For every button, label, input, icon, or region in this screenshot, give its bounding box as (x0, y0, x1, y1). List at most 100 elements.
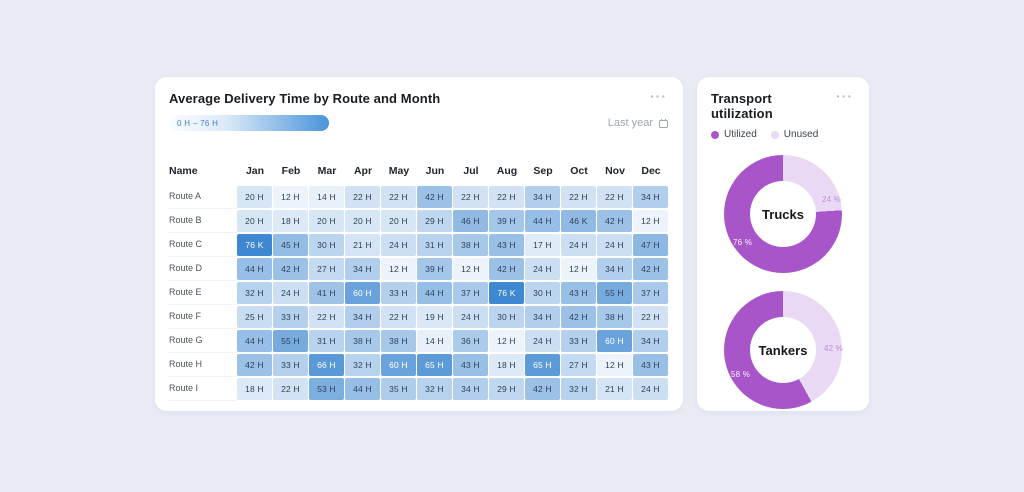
row-label: Route B (169, 209, 237, 233)
heatmap-cell: 12 H (273, 186, 308, 208)
donut-center-label: Tankers (758, 342, 808, 358)
heatmap-cell: 24 H (273, 282, 308, 304)
row-label: Route E (169, 281, 237, 305)
heatmap-cell: 47 H (633, 234, 668, 256)
heatmap-cell: 42 H (237, 354, 272, 376)
heatmap-cell: 76 K (237, 234, 272, 256)
heatmap-cell: 24 H (453, 306, 488, 328)
heatmap-cell: 21 H (345, 234, 380, 256)
donut-chart-tankers: Tankers 42 % 58 % (724, 291, 843, 409)
heatmap-cell: 32 H (345, 354, 380, 376)
heatmap-cell: 41 H (309, 282, 344, 304)
legend-item-unused[interactable]: Unused (770, 129, 819, 140)
transport-legend: Utilized Unused (711, 129, 855, 140)
column-header-month: Mar (317, 165, 337, 177)
heatmap-cell: 22 H (381, 186, 416, 208)
heatmap-cell: 42 H (525, 378, 560, 400)
heatmap-cell: 18 H (489, 354, 524, 376)
heatmap-cell: 44 H (237, 330, 272, 352)
heatmap-cell: 34 H (345, 306, 380, 328)
heatmap-cell: 46 K (561, 210, 596, 232)
ellipsis-menu-icon[interactable]: ··· (836, 88, 853, 104)
heatmap-cell: 12 H (597, 354, 632, 376)
heatmap-cell: 38 H (453, 234, 488, 256)
heatmap-cell: 44 H (345, 378, 380, 400)
utilized-dot-icon (711, 130, 719, 139)
donut-hole (750, 181, 816, 247)
column-header-month: Jul (463, 165, 479, 177)
heatmap-cell: 65 H (525, 354, 560, 376)
heatmap-cell: 42 H (597, 210, 632, 232)
legend-item-utilized[interactable]: Utilized (711, 129, 757, 140)
heatmap-cell: 22 H (453, 186, 488, 208)
heatmap-cell: 18 H (273, 210, 308, 232)
heatmap-cell: 36 H (453, 330, 488, 352)
heatmap-cell: 24 H (633, 378, 668, 400)
heatmap-cell: 42 H (417, 186, 452, 208)
heatmap-cell: 17 H (525, 234, 560, 256)
heatmap-cell: 32 H (561, 378, 596, 400)
heatmap-cell: 34 H (525, 186, 560, 208)
heatmap-cell: 35 H (381, 378, 416, 400)
heatmap-card: Average Delivery Time by Route and Month… (155, 77, 683, 411)
column-header-month: Jan (245, 165, 265, 177)
transport-title-row: Transport utilization ··· (711, 88, 855, 121)
column-header-month: Dec (641, 165, 661, 177)
heatmap-cell: 32 H (417, 378, 452, 400)
heatmap-cell: 43 H (489, 234, 524, 256)
transport-card-title: Transport utilization (711, 91, 773, 121)
row-label: Route G (169, 329, 237, 353)
heatmap-cell: 27 H (561, 354, 596, 376)
heatmap-cell: 38 H (381, 330, 416, 352)
heatmap-cell: 22 H (561, 186, 596, 208)
legend-item-label: Unused (783, 129, 819, 140)
heatmap-cell: 25 H (237, 306, 272, 328)
heatmap-cell: 14 H (417, 330, 452, 352)
heatmap-cell: 24 H (525, 330, 560, 352)
heatmap-cell: 43 H (633, 354, 668, 376)
heatmap-cell: 39 H (489, 210, 524, 232)
row-label: Route H (169, 353, 237, 377)
heatmap-cell: 30 H (489, 306, 524, 328)
ellipsis-menu-icon[interactable]: ··· (650, 88, 667, 104)
unused-percent-label: 24 % (821, 195, 841, 204)
heatmap-cell: 60 H (597, 330, 632, 352)
heatmap-cell: 22 H (273, 378, 308, 400)
heatmap-cell: 12 H (489, 330, 524, 352)
heatmap-cell: 22 H (597, 186, 632, 208)
heatmap-cell: 60 H (381, 354, 416, 376)
column-header-month: Feb (281, 165, 301, 177)
heatmap-cell: 38 H (597, 306, 632, 328)
legend-item-label: Utilized (724, 129, 757, 140)
heatmap-cell: 31 H (417, 234, 452, 256)
column-header-name: Name (169, 165, 198, 177)
heatmap-cell: 46 H (453, 210, 488, 232)
row-label: Route D (169, 257, 237, 281)
period-selector[interactable]: Last year (608, 117, 669, 129)
heatmap-cell: 76 K (489, 282, 524, 304)
heatmap-cell: 22 H (633, 306, 668, 328)
utilized-percent-label: 58 % (731, 370, 751, 379)
heatmap-cell: 24 H (525, 258, 560, 280)
donut-center-label: Trucks (762, 206, 804, 222)
column-header-month: Aug (496, 165, 518, 177)
heatmap-cell: 34 H (633, 330, 668, 352)
heatmap-cell: 18 H (237, 378, 272, 400)
heatmap-cell: 34 H (597, 258, 632, 280)
heatmap-cell: 20 H (381, 210, 416, 232)
donut-chart-trucks: Trucks 24 % 76 % (724, 155, 842, 273)
heatmap-cell: 22 H (345, 186, 380, 208)
heatmap-cell: 33 H (273, 306, 308, 328)
heatmap-cell: 33 H (561, 330, 596, 352)
heatmap-cell: 12 H (633, 210, 668, 232)
period-selector-label: Last year (607, 117, 653, 129)
heatmap-controls-row: 0 H – 76 H Last year (169, 115, 669, 131)
color-scale-label: 0 H – 76 H (177, 118, 219, 128)
heatmap-cell: 22 H (309, 306, 344, 328)
column-header-month: Apr (353, 165, 373, 177)
heatmap-cell: 34 H (525, 306, 560, 328)
heatmap-cell: 31 H (309, 330, 344, 352)
heatmap-cell: 42 H (633, 258, 668, 280)
heatmap-cell: 22 H (489, 186, 524, 208)
